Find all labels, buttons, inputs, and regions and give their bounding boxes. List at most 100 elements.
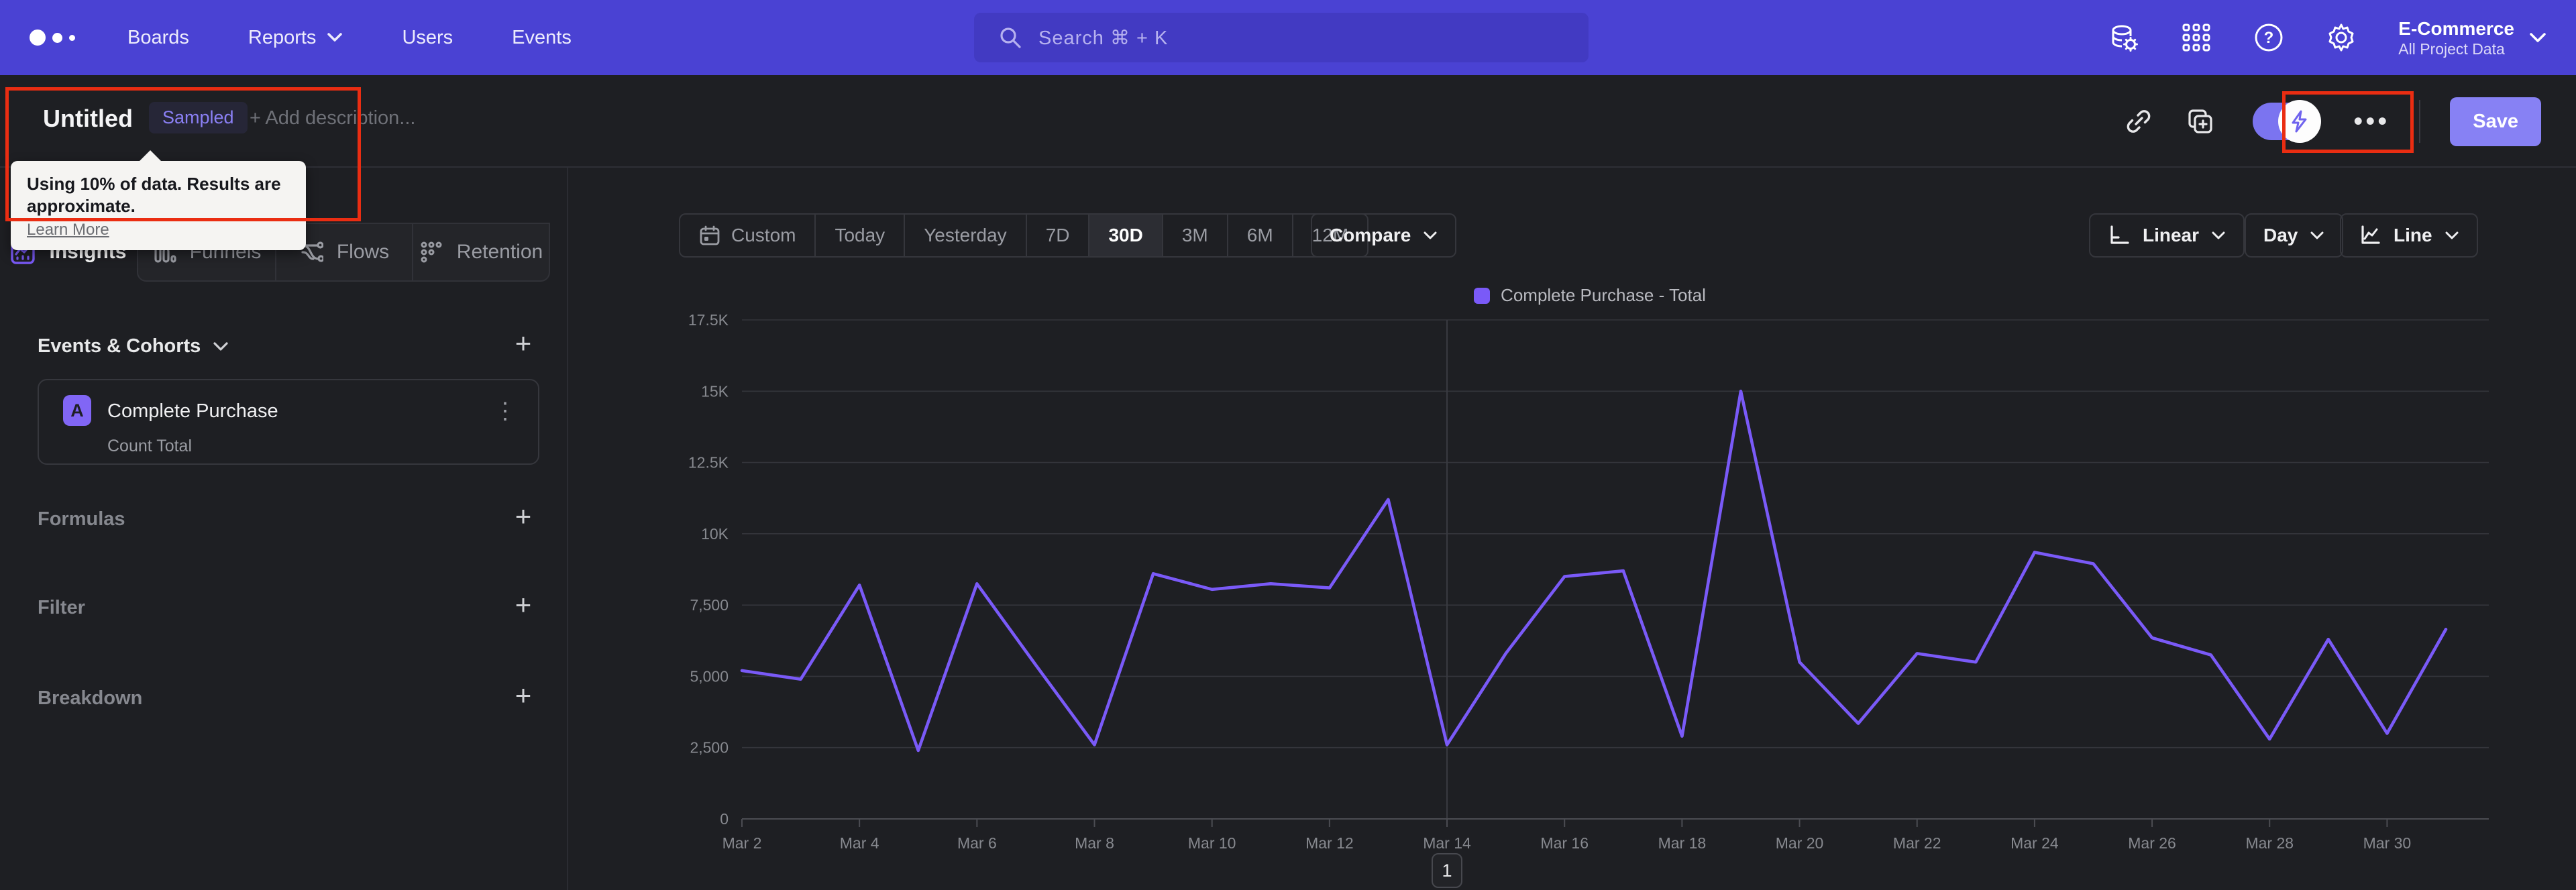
nav-right-cluster: ? E-Commerce All Project Data — [2108, 0, 2546, 75]
scale-dropdown[interactable]: Linear — [2089, 213, 2245, 258]
chevron-down-icon — [2530, 33, 2546, 42]
y-axis-tick-label: 2,500 — [690, 739, 729, 757]
x-axis-tick-label: Mar 16 — [1540, 834, 1589, 852]
kebab-menu-icon[interactable]: ⋮ — [494, 398, 517, 424]
event-title: Complete Purchase — [107, 400, 278, 422]
help-icon[interactable]: ? — [2253, 22, 2284, 53]
events-cohorts-heading[interactable]: Events & Cohorts — [38, 335, 229, 357]
interval-label: Day — [2263, 225, 2298, 245]
line-chart[interactable]: 0 2,500 5,000 7,500 10K 12.5K 15K 17.5K Mar 2 Mar… — [671, 305, 2509, 890]
scale-label: Linear — [2143, 225, 2200, 245]
x-axis-tick-label: Mar 26 — [2128, 834, 2176, 852]
chevron-down-icon — [213, 341, 228, 351]
range-3m[interactable]: 3M — [1163, 215, 1228, 256]
y-axis-tick-label: 7,500 — [690, 596, 729, 614]
range-30d[interactable]: 30D — [1089, 215, 1163, 256]
apps-grid-icon[interactable] — [2181, 22, 2212, 53]
retention-icon — [421, 241, 442, 263]
nav-item-events[interactable]: Events — [512, 27, 572, 49]
top-nav-bar: Boards Reports Users Events Search ⌘ + K — [0, 0, 2576, 75]
chart-legend[interactable]: Complete Purchase - Total — [671, 285, 2509, 306]
range-label: 12M — [1311, 225, 1349, 245]
mixpanel-logo[interactable] — [30, 30, 83, 46]
y-axis-tick-label: 15K — [701, 382, 729, 400]
tab-label: Retention — [456, 241, 543, 263]
logo-dot-small — [69, 34, 75, 41]
x-axis-tick-label: Mar 14 — [1423, 834, 1471, 852]
event-card[interactable]: A Complete Purchase ⋮ Count Total — [38, 379, 539, 465]
linear-axis-icon — [2110, 225, 2129, 244]
project-selector[interactable]: E-Commerce All Project Data — [2398, 17, 2546, 58]
nav-item-users[interactable]: Users — [402, 27, 453, 49]
section-filter: Filter — [38, 597, 85, 618]
x-axis-tick-label: Mar 6 — [957, 834, 997, 852]
sampled-badge[interactable]: Sampled — [149, 102, 248, 133]
report-title[interactable]: Untitled — [43, 105, 133, 132]
tab-flows[interactable]: Flows — [275, 224, 412, 280]
add-event-button[interactable]: + — [515, 327, 532, 359]
project-scope: All Project Data — [2398, 40, 2505, 58]
divider — [2419, 100, 2421, 143]
x-axis-tick-label: Mar 10 — [1188, 834, 1236, 852]
add-breakdown-button[interactable]: + — [515, 679, 532, 711]
chevron-down-icon — [1424, 231, 1437, 239]
y-axis-tick-label: 12.5K — [688, 454, 729, 471]
x-axis-tick-label: Mar 2 — [722, 834, 762, 852]
add-description[interactable]: + Add description... — [250, 107, 416, 129]
x-axis-tick-label: Mar 20 — [1776, 834, 1824, 852]
range-6m[interactable]: 6M — [1228, 215, 1293, 256]
legend-label: Complete Purchase - Total — [1501, 285, 1706, 305]
nav-item-label: Reports — [248, 26, 317, 48]
range-yesterday[interactable]: Yesterday — [905, 215, 1027, 256]
heading-label: Events & Cohorts — [38, 335, 201, 357]
copy-link-icon[interactable] — [2123, 105, 2155, 137]
pagination-page-1[interactable]: 1 — [1432, 853, 1462, 888]
x-axis-tick-label: Mar 12 — [1305, 834, 1354, 852]
x-axis-tick-label: Mar 8 — [1075, 834, 1114, 852]
add-formula-button[interactable]: + — [515, 500, 532, 532]
line-chart-icon — [2361, 225, 2380, 244]
nav-item-boards[interactable]: Boards — [127, 27, 189, 49]
nav-links: Boards Reports Users Events — [127, 27, 572, 49]
x-axis-tick-label: Mar 18 — [1658, 834, 1707, 852]
tooltip-text: Using 10% of data. Results are approxima… — [27, 174, 281, 216]
y-axis-tick-label: 0 — [720, 810, 729, 828]
svg-text:?: ? — [2264, 29, 2274, 47]
interval-dropdown[interactable]: Day — [2245, 213, 2344, 258]
lightning-bolt-icon — [2292, 110, 2307, 133]
add-filter-button[interactable]: + — [515, 589, 532, 620]
range-today[interactable]: Today — [816, 215, 906, 256]
data-management-icon[interactable] — [2108, 22, 2139, 53]
chart-type-label: Line — [2394, 225, 2432, 245]
y-axis-tick-label: 5,000 — [690, 667, 729, 685]
nav-item-reports[interactable]: Reports — [248, 27, 343, 49]
chart-type-dropdown[interactable]: Line — [2340, 213, 2478, 258]
chevron-down-icon — [2445, 231, 2459, 239]
range-7d[interactable]: 7D — [1027, 215, 1090, 256]
range-12m[interactable]: 12M — [1293, 215, 1367, 256]
search-input[interactable]: Search ⌘ + K — [974, 13, 1589, 62]
chevron-down-icon — [2310, 231, 2324, 239]
y-axis-tick-label: 10K — [701, 525, 729, 543]
sidebar-divider — [567, 168, 568, 890]
save-button[interactable]: Save — [2450, 97, 2541, 146]
search-placeholder: Search ⌘ + K — [1038, 27, 1169, 49]
range-label: 6M — [1246, 225, 1273, 245]
settings-gear-icon[interactable] — [2326, 22, 2357, 53]
x-axis-tick-label: Mar 4 — [840, 834, 879, 852]
tab-retention[interactable]: Retention — [412, 224, 549, 280]
range-custom[interactable]: Custom — [680, 215, 816, 256]
event-letter-badge: A — [63, 395, 91, 426]
series-line[interactable] — [740, 390, 2448, 753]
compare-button[interactable]: Compare — [1311, 213, 1457, 258]
range-label: Custom — [731, 225, 796, 245]
event-measurement[interactable]: Count Total — [107, 437, 193, 455]
header-actions: ••• Save — [2123, 75, 2541, 168]
search-icon — [1000, 27, 1021, 48]
sampling-toggle[interactable] — [2253, 100, 2322, 143]
range-label: Today — [835, 225, 885, 245]
sampling-tooltip: Using 10% of data. Results are approxima… — [11, 150, 306, 250]
add-to-board-icon[interactable] — [2184, 105, 2216, 137]
more-options-button[interactable]: ••• — [2353, 107, 2390, 136]
learn-more-link[interactable]: Learn More — [27, 221, 109, 239]
